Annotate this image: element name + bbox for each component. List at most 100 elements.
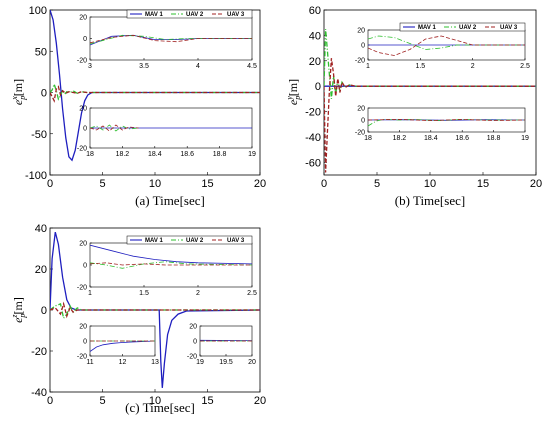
panel-a-inset-2-xtick-label: 18.6 [180,151,194,158]
panel-c-ytick-label: -40 [31,387,47,399]
panel-c-inset-2-ytick-label: -20 [77,354,87,361]
legend-entry-mav-1: MAV 1 [145,12,164,18]
panel-b-inset-1: 1 1.5 2 2.5 20 0 -20 MAV 1 UAV 2 UAV 3 [355,22,530,70]
panel-b-inset-1-xtick-label: 2 [471,63,475,70]
panel-b-xtick-label: 15 [477,178,489,190]
legend-entry-mav-1: MAV 1 [418,25,437,31]
panel-c-inset-2-xtick-label: 13 [151,359,159,366]
panel-b-inset-2-ytick-label: 0 [361,118,365,125]
panel-a-inset-2-xtick-label: 18 [86,151,94,158]
panel-c-series-uav-3 [50,301,260,319]
panel-c-inset-1-ytick-label: 20 [79,241,87,248]
panel-c-inset-2-xtick-label: 12 [119,359,127,366]
legend-entry-mav-1: MAV 1 [145,238,164,244]
panel-a: 0 5 10 15 20 100 50 0 -50 -100 epx[m] (a) Time[sec]… [10,5,266,208]
panel-b-xtick-label: 20 [530,178,542,190]
panel-a-inset-2-xtick-label: 18.4 [148,151,162,158]
panel-a-inset-2-xtick-label: 18.8 [213,151,227,158]
panel-c-inset-2-ytick-label: 20 [79,324,87,331]
panel-a-series-uav-3 [50,85,260,103]
legend-box [126,235,253,245]
panel-a-ytick-label: 100 [29,5,47,17]
panel-a-inset-1-ytick-label: 20 [79,15,87,22]
panel-b-inset-1-xtick-label: 1 [366,63,370,70]
panel-c-xtick-label: 0 [47,395,53,407]
panel-b-inset-1-series-uav-3 [368,35,525,56]
legend-box [126,9,253,19]
panel-c-inset-2-series-mav-1 [90,340,155,352]
panel-c-inset-1-xtick-label: 2.5 [247,290,257,297]
panel-b-inset-2-xtick-label: 18.4 [424,135,438,142]
legend-entry-uav-2: UAV 2 [459,25,477,31]
panel-c-inset-1-xtick-label: 1.5 [139,290,149,297]
panel-a-inset-1-legend: MAV 1 UAV 2 UAV 3 [126,9,253,19]
panel-a-series-mav-1 [50,10,260,162]
panel-a-inset-2-xtick-label: 18.2 [116,151,130,158]
panel-a-ytick-label: 0 [41,88,47,100]
panel-b-inset-2-xtick-label: 19 [521,135,529,142]
legend-box [399,22,526,32]
legend-entry-uav-3: UAV 3 [227,238,245,244]
panel-c-ylabel: epz[m] [10,297,27,323]
panel-b-inset-2-ytick-label: -20 [355,130,365,137]
panel-c-inset-2-xtick-label: 11 [86,359,93,366]
panel-c-xtick-label: 5 [99,395,105,407]
panel-c-inset-1-legend: MAV 1 UAV 2 UAV 3 [126,235,253,245]
panel-a-inset-1-series-uav-3 [90,34,252,44]
panel-c-xtick-label: 10 [149,395,161,407]
panel-b-inset-2-ytick-label: 20 [357,106,365,113]
panel-b-inset-1-ytick-label: 20 [357,28,365,35]
panel-b-inset-1-series-uav-2 [368,35,525,50]
panel-c-inset-3: 19 19.5 20 20 0 -20 [187,324,256,367]
panel-a-ytick-label: 50 [35,46,47,58]
panel-b-ytick-label: 0 [315,81,321,93]
panel-c-ytick-label: 0 [41,305,47,317]
panel-b-xtick-label: 10 [424,178,436,190]
panel-a-xtick-label: 15 [201,178,213,190]
panel-b-ytick-label: -40 [305,132,321,144]
panel-b-ytick-label: -20 [305,107,321,119]
panel-c-inset-1-xtick-label: 1 [88,290,92,297]
panel-b-inset-1-ytick-label: 0 [361,43,365,50]
panel-b-inset-2-xtick-label: 18.2 [393,135,407,142]
panel-c-inset-1-ytick-label: 0 [83,263,87,270]
panel-a-inset-1-ytick-label: -20 [77,58,87,65]
panel-b-ytick-label: -60 [305,157,321,169]
panel-c-inset-1-series-uav-3 [90,262,252,266]
panel-a-inset-2-ytick-label: 20 [79,106,87,113]
panel-b-inset-2-xtick-label: 18.8 [487,135,501,142]
panel-b-inset-1-legend: MAV 1 UAV 2 UAV 3 [399,22,526,32]
panel-a-inset-1-xtick-label: 4 [196,63,200,70]
legend-entry-uav-2: UAV 2 [186,12,204,18]
panel-b-series-uav-3 [324,58,536,173]
panel-c-inset-2-ytick-label: 0 [83,339,87,346]
panel-a-ylabel: epx[m] [10,79,27,105]
panel-a-ytick-label: -50 [31,129,47,141]
panel-b-inset-1-xtick-label: 1.5 [415,63,425,70]
panel-a-inset-2: 18 18.2 18.4 18.6 18.8 19 20 0 -20 [77,106,256,159]
panel-b-xtick-label: 5 [374,178,380,190]
panel-c-inset-3-xtick-label: 19 [196,359,204,366]
panel-a-inset-2-ytick-label: 0 [83,126,87,133]
panel-a-inset-1-xtick-label: 4.5 [247,63,257,70]
panel-a-inset-2-series-uav-3 [90,124,139,132]
panel-c-ytick-label: -20 [31,346,47,358]
legend-entry-uav-3: UAV 3 [227,12,245,18]
panel-a-inset-1-xtick-label: 3 [88,63,92,70]
panel-c-inset-3-xtick-label: 20 [248,359,256,366]
panel-b-inset-1-xtick-label: 2.5 [520,63,530,70]
panel-a-inset-2-ytick-label: -20 [77,146,87,153]
panel-c-inset-1: 1 1.5 2 2.5 20 0 -20 MAV 1 UAV 2 UAV 3 [77,235,257,297]
legend-entry-uav-2: UAV 2 [186,238,204,244]
panel-a-xtick-label: 0 [47,178,53,190]
panel-b-inset-1-ytick-label: -20 [355,58,365,65]
panel-b-ytick-label: 40 [309,30,321,42]
panel-a-inset-2-xtick-label: 19 [248,151,256,158]
panel-b-ylabel: epy[m] [285,79,302,105]
panel-c-series-mav-1 [50,231,260,388]
panel-a-ytick-label: -100 [25,170,47,182]
panel-a-inset-1-xtick-label: 3.5 [139,63,149,70]
panel-a-inset-1-ytick-label: 0 [83,36,87,43]
